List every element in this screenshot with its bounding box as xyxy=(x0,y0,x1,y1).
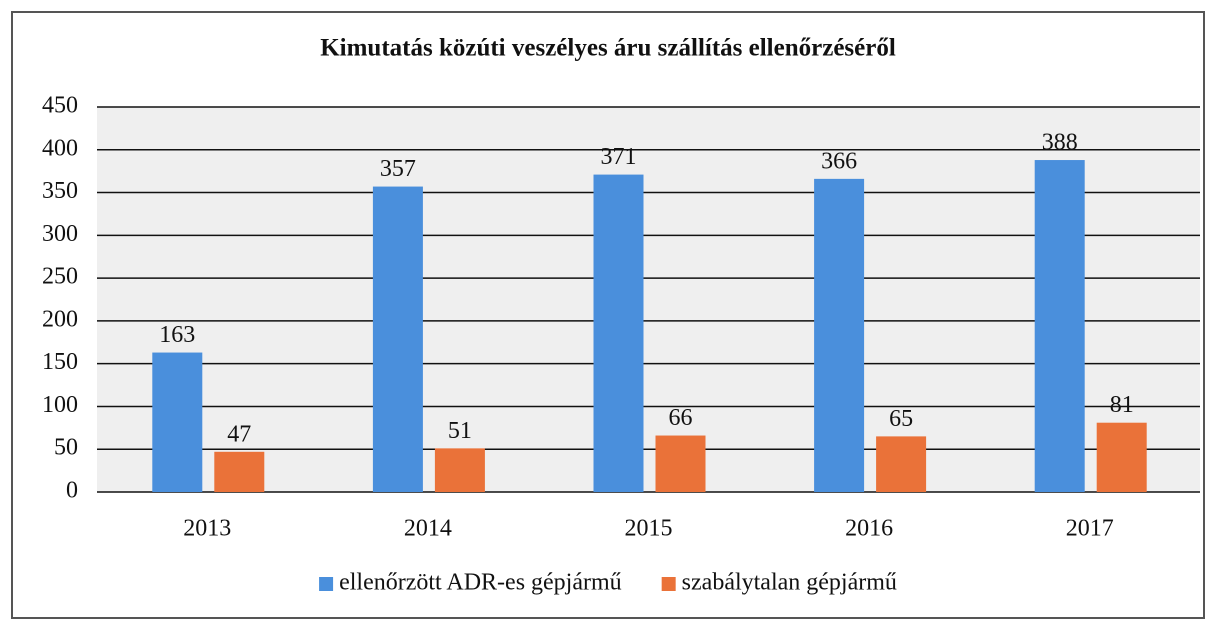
y-tick-label: 350 xyxy=(42,178,78,204)
y-tick-label: 400 xyxy=(42,135,78,161)
data-label: 163 xyxy=(159,322,195,348)
bar xyxy=(876,436,927,492)
x-tick-label: 2015 xyxy=(625,516,673,542)
bar xyxy=(372,186,423,493)
bar xyxy=(1096,422,1147,492)
bar xyxy=(655,435,706,492)
y-tick-label: 300 xyxy=(42,221,78,247)
legend-label: ellenőrzött ADR-es gépjármű xyxy=(339,570,622,596)
data-label: 371 xyxy=(601,144,637,170)
y-tick-label: 250 xyxy=(42,264,78,290)
y-tick-label: 150 xyxy=(42,349,78,375)
y-tick-label: 0 xyxy=(66,478,78,504)
x-tick-label: 2013 xyxy=(183,516,231,542)
y-tick-label: 450 xyxy=(42,93,78,119)
data-label: 51 xyxy=(448,418,472,444)
bar xyxy=(814,178,865,492)
legend-label: szabálytalan gépjármű xyxy=(682,570,897,596)
x-tick-label: 2017 xyxy=(1066,516,1114,542)
data-label: 366 xyxy=(821,148,857,174)
data-label: 47 xyxy=(227,421,251,447)
bar xyxy=(434,448,485,492)
bar xyxy=(1034,160,1085,493)
chart-title: Kimutatás közúti veszélyes áru szállítás… xyxy=(320,35,896,62)
data-label: 65 xyxy=(889,406,913,432)
x-tick-label: 2016 xyxy=(845,516,893,542)
bar xyxy=(214,451,265,492)
y-tick-label: 200 xyxy=(42,306,78,332)
bar xyxy=(152,352,203,492)
data-label: 66 xyxy=(669,405,693,431)
data-label: 357 xyxy=(380,156,416,182)
y-tick-label: 50 xyxy=(54,435,78,461)
plot-area xyxy=(97,107,1200,492)
bar xyxy=(593,174,644,493)
data-label: 81 xyxy=(1110,392,1134,418)
y-tick-label: 100 xyxy=(42,392,78,418)
x-tick-label: 2014 xyxy=(404,516,452,542)
legend-swatch xyxy=(319,577,334,591)
data-label: 388 xyxy=(1042,130,1078,156)
legend-swatch xyxy=(661,577,676,591)
